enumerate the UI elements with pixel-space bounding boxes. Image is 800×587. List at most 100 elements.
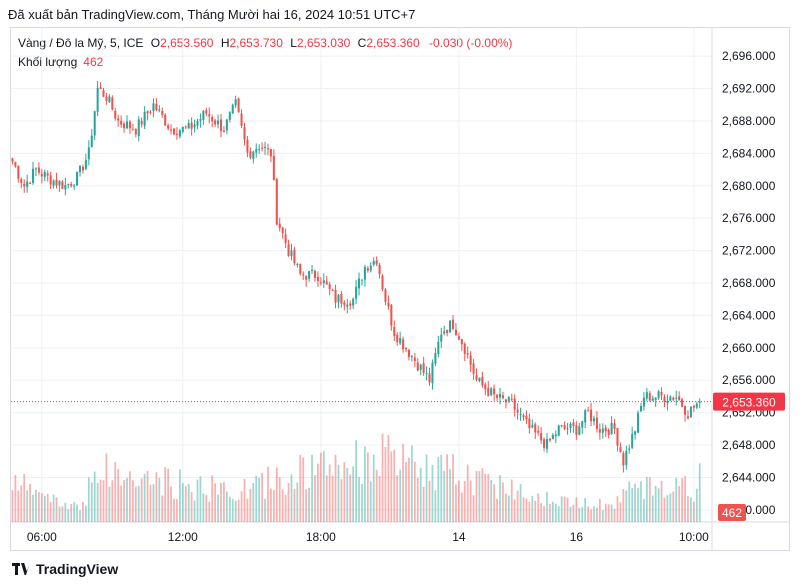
candle-body: [390, 304, 393, 326]
candle-body: [490, 388, 493, 396]
volume-bar: [507, 495, 510, 522]
candle-body: [316, 276, 319, 282]
candle-body: [322, 280, 325, 283]
volume-bar: [243, 478, 246, 522]
volume-bar: [143, 473, 146, 522]
candle-body: [217, 120, 220, 125]
candle-body: [575, 425, 578, 435]
candle-body: [328, 284, 331, 290]
volume-bar: [519, 484, 522, 522]
candle-body: [566, 428, 569, 430]
volume-bar: [181, 483, 184, 522]
candle-body: [240, 113, 243, 126]
candle-body: [504, 399, 507, 403]
candle-body: [261, 147, 264, 149]
candle-body: [584, 410, 587, 423]
volume-bar: [120, 485, 123, 522]
candle-body: [23, 183, 26, 187]
candle-body: [639, 405, 643, 412]
volume-bar: [346, 467, 349, 522]
volume-bar: [11, 490, 14, 522]
candle-body: [26, 181, 29, 187]
candle-body: [52, 180, 55, 186]
volume-bar: [546, 491, 548, 522]
volume-bar: [164, 467, 167, 522]
candle-body: [378, 264, 381, 275]
volume-bar: [161, 495, 164, 522]
volume-bar: [173, 498, 175, 522]
volume-bar: [322, 451, 325, 522]
volume-bar: [240, 491, 243, 522]
candle-body: [616, 427, 619, 446]
volume-bar: [540, 503, 543, 522]
candle-body: [654, 397, 657, 400]
volume-bar: [437, 457, 440, 522]
volume-bar: [645, 476, 648, 522]
volume-bar: [434, 490, 437, 522]
volume-bar: [458, 480, 460, 522]
candle-body: [293, 249, 296, 264]
volume-bar: [613, 508, 616, 522]
volume-bar: [643, 498, 645, 522]
volume-bar: [616, 496, 619, 522]
volume-bar: [572, 504, 575, 522]
y-tick-label: 2,648.000: [722, 438, 776, 452]
candle-body: [393, 326, 396, 336]
volume-bar: [32, 494, 34, 522]
candle-body: [278, 223, 281, 229]
candle-body: [604, 427, 607, 432]
y-tick-label: 2,692.000: [722, 82, 776, 96]
candle-body: [581, 421, 584, 428]
volume-bar: [493, 484, 496, 522]
candle-body: [11, 158, 14, 162]
volume-bar: [43, 495, 46, 522]
candle-body: [531, 425, 534, 428]
volume-bar: [408, 457, 410, 522]
volume-bar: [334, 454, 337, 522]
tradingview-logo-icon: [12, 563, 30, 575]
candle-body: [37, 167, 40, 173]
candle-body: [352, 298, 355, 306]
volume-bar: [537, 493, 540, 522]
volume-bar: [319, 452, 322, 522]
volume-bar: [416, 477, 419, 522]
candle-body: [123, 123, 126, 129]
candle-body: [284, 234, 287, 244]
volume-bar: [129, 471, 131, 522]
volume-bar: [23, 473, 26, 522]
volume-bar: [278, 477, 281, 522]
volume-bar: [504, 493, 507, 522]
candle-body: [507, 397, 510, 401]
volume-bar: [152, 484, 155, 522]
candle-body: [231, 104, 234, 114]
volume-bar: [61, 506, 64, 522]
volume-bar: [132, 480, 134, 522]
volume-bar: [105, 453, 108, 522]
candle-body: [402, 339, 405, 350]
volume-bar: [651, 495, 654, 522]
candle-body: [628, 448, 631, 450]
candle-body: [214, 120, 217, 125]
candle-body: [419, 364, 422, 370]
candle-body: [31, 168, 35, 183]
volume-bar: [692, 501, 695, 522]
volume-bar: [578, 507, 581, 522]
candle-body: [642, 397, 645, 407]
chart-frame: [10, 27, 790, 551]
candle-body: [102, 90, 105, 97]
candle-body: [592, 418, 596, 422]
volume-bar: [352, 466, 355, 522]
candle-body: [381, 275, 384, 290]
candle-body: [528, 418, 531, 429]
volume-bar: [167, 468, 170, 522]
candle-body: [548, 438, 551, 441]
volume-bar: [225, 491, 228, 522]
candle-body: [61, 181, 64, 189]
volume-bar: [440, 454, 443, 522]
x-tick-label: 18:00: [306, 530, 336, 544]
candle-body: [46, 173, 49, 176]
volume-bar: [267, 466, 269, 522]
volume-bar: [281, 489, 284, 522]
candle-body: [190, 122, 193, 129]
